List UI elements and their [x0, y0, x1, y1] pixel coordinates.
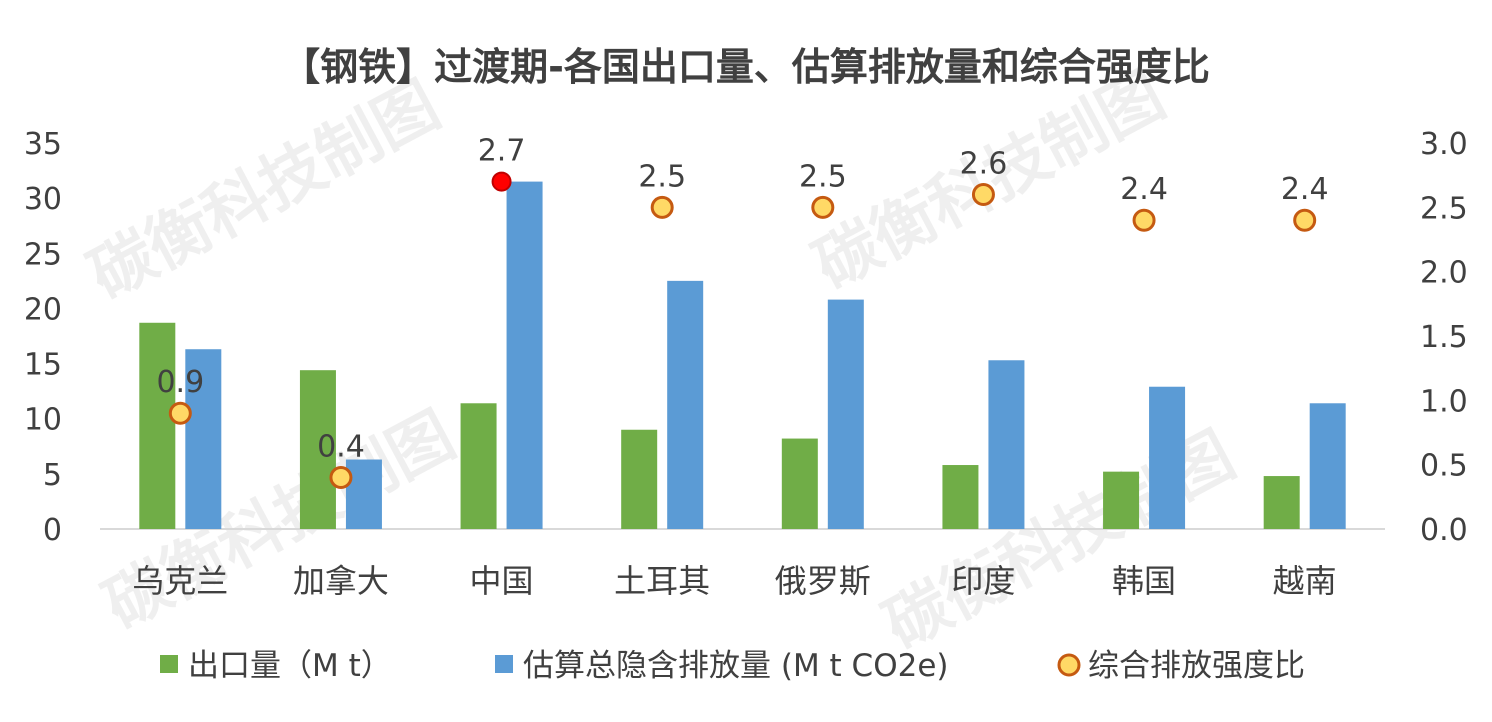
intensity-point — [971, 182, 995, 206]
intensity-point — [1132, 208, 1156, 232]
intensity-data-label: 2.7 — [478, 134, 526, 169]
export-bar — [139, 322, 176, 529]
scatter-series: 0.9 0.4 2.7 2.5 2.5 2.6 2.4 2.4 — [156, 134, 1329, 490]
intensity-data-label: 2.5 — [799, 159, 847, 194]
left-tick-label: 30 — [24, 182, 62, 217]
intensity-point — [811, 195, 835, 219]
export-bar — [781, 438, 818, 529]
watermark-text: 碳衡科技制图 — [78, 69, 452, 315]
intensity-data-label: 2.6 — [960, 146, 1008, 181]
emission-bar — [1149, 386, 1186, 529]
export-bar — [621, 429, 658, 529]
right-tick-label: 0.0 — [1420, 513, 1468, 548]
legend-label: 估算总隐含排放量 (M t CO2e) — [523, 648, 949, 684]
export-bar — [1103, 471, 1140, 529]
intensity-data-label: 0.4 — [317, 430, 365, 465]
left-tick-label: 15 — [24, 348, 62, 383]
category-label: 中国 — [470, 562, 534, 600]
legend-swatch — [1057, 653, 1081, 677]
bar-series — [139, 181, 1346, 529]
export-bar — [299, 370, 336, 529]
left-tick-label: 0 — [43, 513, 62, 548]
right-tick-label: 2.5 — [1420, 191, 1468, 226]
chart-title: 【钢铁】过渡期-各国出口量、估算排放量和综合强度比 — [282, 45, 1210, 89]
intensity-point — [1293, 208, 1317, 232]
intensity-data-label: 2.4 — [1120, 172, 1168, 207]
emission-bar — [827, 299, 864, 529]
right-tick-label: 1.5 — [1420, 320, 1468, 355]
watermark-text: 碳衡科技制图 — [873, 419, 1247, 665]
left-tick-label: 10 — [24, 403, 62, 438]
legend: 出口量（M t） 估算总隐含排放量 (M t CO2e) 综合排放强度比 — [160, 648, 1305, 684]
category-label: 加拿大 — [293, 562, 389, 600]
category-label: 土耳其 — [614, 562, 710, 600]
intensity-point — [168, 401, 192, 425]
right-tick-label: 0.5 — [1420, 449, 1468, 484]
right-tick-label: 1.0 — [1420, 384, 1468, 419]
left-tick-label: 25 — [24, 237, 62, 272]
emission-bar — [345, 459, 382, 529]
left-tick-label: 20 — [24, 292, 62, 327]
intensity-point — [491, 171, 512, 192]
left-tick-label: 5 — [43, 458, 62, 493]
legend-swatch — [495, 655, 513, 673]
category-label: 乌克兰 — [132, 562, 228, 600]
emission-bar — [1309, 403, 1346, 529]
category-label: 印度 — [951, 562, 1015, 600]
category-label: 越南 — [1273, 562, 1337, 600]
export-bar — [942, 465, 979, 529]
legend-label: 综合排放强度比 — [1088, 648, 1305, 684]
right-tick-label: 2.0 — [1420, 256, 1468, 291]
left-tick-label: 35 — [24, 127, 62, 162]
emission-bar — [667, 280, 704, 529]
category-label: 俄罗斯 — [775, 562, 871, 600]
intensity-point — [650, 195, 674, 219]
category-label: 韩国 — [1112, 562, 1176, 600]
intensity-point — [329, 466, 353, 490]
intensity-data-label: 2.5 — [638, 159, 686, 194]
export-bar — [460, 403, 497, 529]
emission-bar — [506, 181, 543, 529]
right-y-axis: 0.0 0.5 1.0 1.5 2.0 2.5 3.0 — [1420, 127, 1468, 548]
legend-label: 出口量（M t） — [188, 648, 392, 684]
legend-swatch — [160, 655, 178, 673]
emission-bar — [185, 349, 222, 529]
intensity-data-label: 0.9 — [156, 365, 204, 400]
export-bar — [1263, 476, 1300, 529]
left-y-axis: 0 5 10 15 20 25 30 35 — [24, 127, 62, 548]
x-axis: 乌克兰 加拿大 中国 土耳其 俄罗斯 印度 韩国 越南 — [132, 562, 1336, 600]
emission-bar — [988, 360, 1025, 529]
right-tick-label: 3.0 — [1420, 127, 1468, 162]
intensity-data-label: 2.4 — [1281, 172, 1329, 207]
